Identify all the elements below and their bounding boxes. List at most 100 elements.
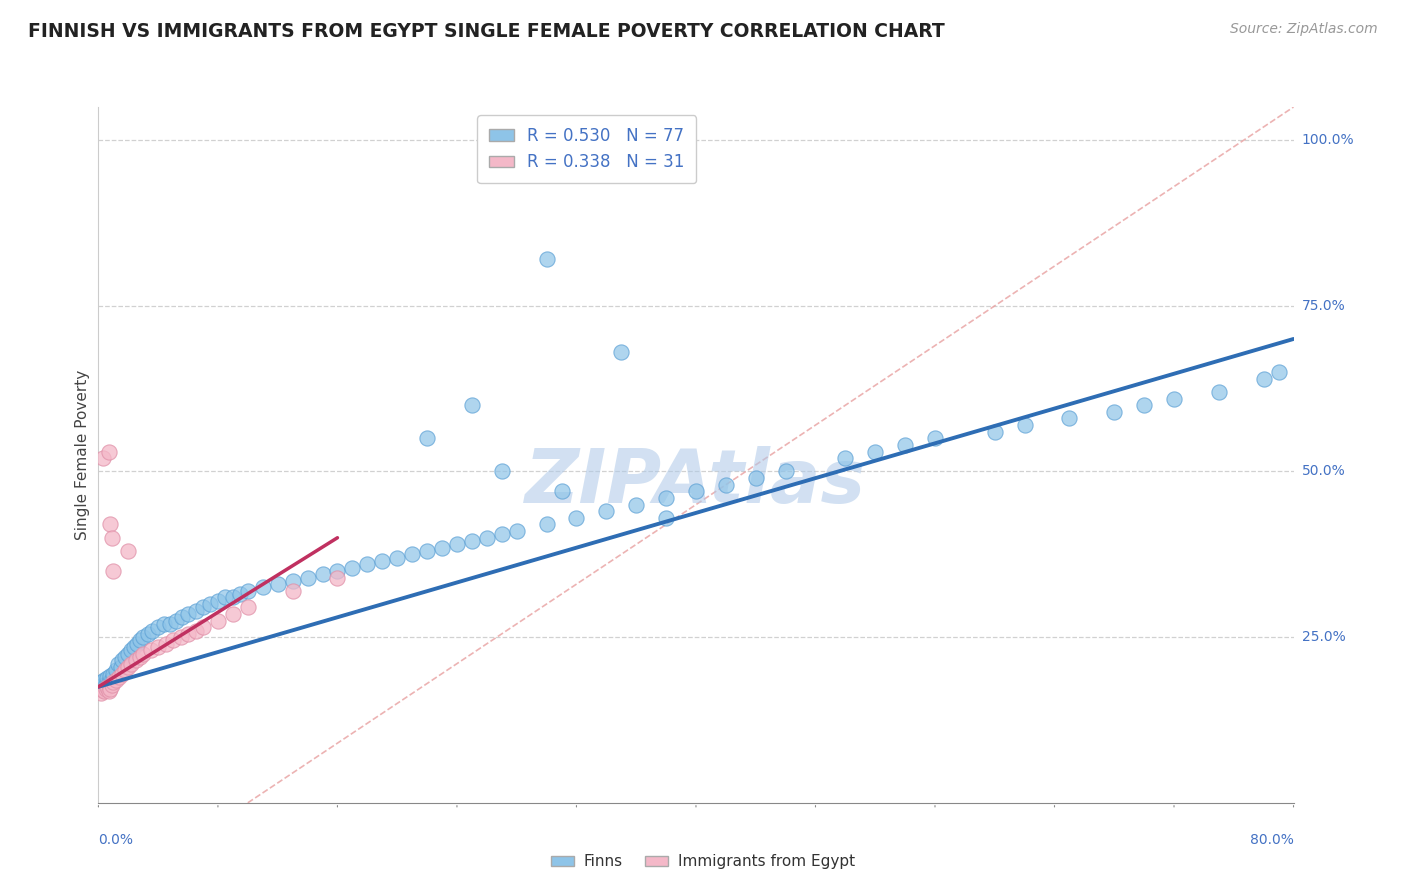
Point xyxy=(97,684,120,698)
Point xyxy=(159,616,181,631)
Point xyxy=(114,650,136,665)
Point xyxy=(371,554,394,568)
Point xyxy=(165,614,187,628)
Point xyxy=(155,637,177,651)
Point xyxy=(191,620,214,634)
Point xyxy=(297,570,319,584)
Text: 80.0%: 80.0% xyxy=(1250,833,1294,847)
Point xyxy=(98,668,122,682)
Point xyxy=(96,680,118,694)
Point xyxy=(222,607,245,621)
Point xyxy=(153,616,176,631)
Point xyxy=(207,614,229,628)
Text: 75.0%: 75.0% xyxy=(1302,299,1346,313)
Point xyxy=(356,558,378,572)
Point xyxy=(461,534,484,549)
Text: FINNISH VS IMMIGRANTS FROM EGYPT SINGLE FEMALE POVERTY CORRELATION CHART: FINNISH VS IMMIGRANTS FROM EGYPT SINGLE … xyxy=(28,22,945,41)
Point xyxy=(89,680,111,694)
Point xyxy=(132,647,155,661)
Point xyxy=(105,673,128,688)
Point xyxy=(536,252,558,267)
Point xyxy=(91,678,114,692)
Point xyxy=(595,504,617,518)
Point xyxy=(229,587,252,601)
Point xyxy=(1059,411,1081,425)
Point xyxy=(117,647,139,661)
Point xyxy=(91,451,114,466)
Point xyxy=(172,610,194,624)
Point xyxy=(103,564,125,578)
Point xyxy=(136,627,159,641)
Point xyxy=(416,544,439,558)
Text: Source: ZipAtlas.com: Source: ZipAtlas.com xyxy=(1230,22,1378,37)
Point xyxy=(108,670,131,684)
Point xyxy=(91,683,114,698)
Point xyxy=(252,581,274,595)
Point xyxy=(129,633,152,648)
Point xyxy=(775,465,797,479)
Point xyxy=(536,517,558,532)
Point xyxy=(610,345,633,359)
Point xyxy=(184,604,207,618)
Point xyxy=(105,663,128,677)
Point xyxy=(101,672,124,686)
Point xyxy=(983,425,1005,439)
Point xyxy=(177,627,200,641)
Text: ZIPAtlas: ZIPAtlas xyxy=(526,446,866,519)
Point xyxy=(139,643,162,657)
Point xyxy=(565,511,588,525)
Point xyxy=(97,674,120,689)
Point xyxy=(148,620,170,634)
Point xyxy=(446,537,468,551)
Text: 25.0%: 25.0% xyxy=(1302,630,1346,644)
Point xyxy=(491,465,513,479)
Point xyxy=(103,666,125,681)
Point xyxy=(93,684,115,698)
Point xyxy=(98,517,122,532)
Point xyxy=(110,660,132,674)
Point xyxy=(834,451,856,466)
Point xyxy=(1208,384,1230,399)
Point xyxy=(103,675,125,690)
Point xyxy=(1104,405,1126,419)
Point xyxy=(94,676,117,690)
Text: 0.0%: 0.0% xyxy=(98,833,134,847)
Point xyxy=(894,438,917,452)
Point xyxy=(236,583,259,598)
Point xyxy=(745,471,768,485)
Point xyxy=(326,570,349,584)
Point xyxy=(236,600,259,615)
Point xyxy=(1133,398,1156,412)
Point xyxy=(685,484,707,499)
Point xyxy=(491,527,513,541)
Point xyxy=(127,637,149,651)
Point xyxy=(125,653,148,667)
Point xyxy=(94,681,117,696)
Point xyxy=(1267,365,1289,379)
Legend: Finns, Immigrants from Egypt: Finns, Immigrants from Egypt xyxy=(546,848,860,875)
Point xyxy=(506,524,529,538)
Point xyxy=(129,650,152,665)
Point xyxy=(475,531,498,545)
Point xyxy=(1163,392,1185,406)
Point xyxy=(148,640,170,654)
Point xyxy=(267,577,290,591)
Point xyxy=(214,591,236,605)
Point xyxy=(111,666,134,681)
Point xyxy=(281,574,304,588)
Legend: R = 0.530   N = 77, R = 0.338   N = 31: R = 0.530 N = 77, R = 0.338 N = 31 xyxy=(477,115,696,183)
Point xyxy=(865,444,887,458)
Point xyxy=(141,624,163,638)
Point xyxy=(124,640,146,654)
Point xyxy=(101,678,124,692)
Point xyxy=(111,653,134,667)
Point xyxy=(132,630,155,644)
Point xyxy=(655,511,678,525)
Point xyxy=(184,624,207,638)
Point xyxy=(1253,372,1275,386)
Point xyxy=(117,544,139,558)
Point xyxy=(114,663,136,677)
Point xyxy=(1014,418,1036,433)
Y-axis label: Single Female Poverty: Single Female Poverty xyxy=(75,370,90,540)
Point xyxy=(117,660,139,674)
